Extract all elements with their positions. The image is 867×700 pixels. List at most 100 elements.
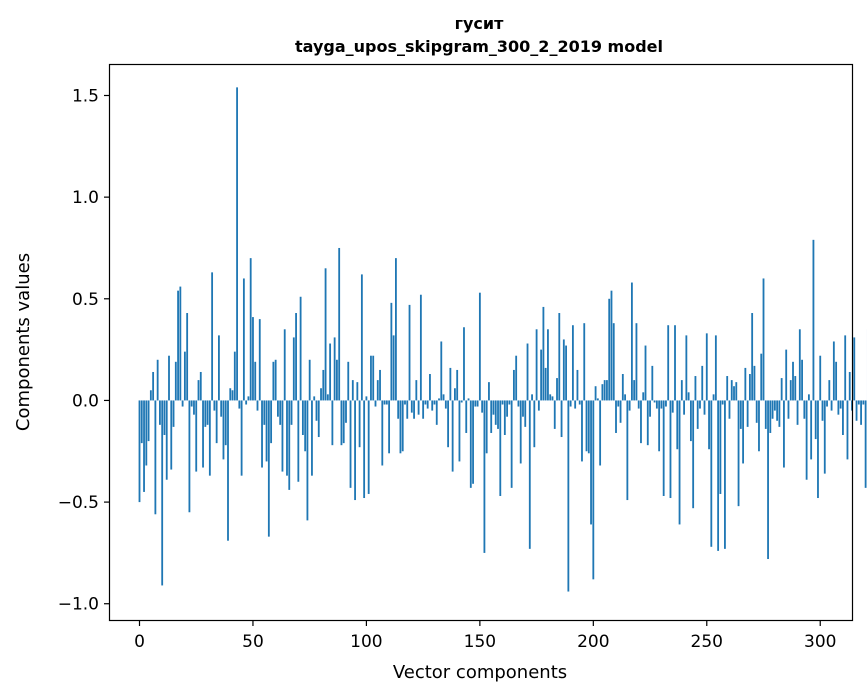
bar-component-100 xyxy=(366,396,368,400)
bar-component-137 xyxy=(449,368,451,401)
bar-component-211 xyxy=(617,400,619,406)
bar-component-148 xyxy=(474,400,476,406)
bar-component-74 xyxy=(307,400,309,520)
bar-component-1 xyxy=(141,400,143,443)
bar-component-290 xyxy=(797,400,799,424)
bar-component-62 xyxy=(279,400,281,424)
bar-component-217 xyxy=(631,283,633,401)
bar-component-175 xyxy=(536,329,538,400)
bar-component-199 xyxy=(590,400,592,524)
bar-component-283 xyxy=(781,378,783,400)
bar-component-7 xyxy=(154,400,156,514)
bar-component-117 xyxy=(404,400,406,404)
bar-component-261 xyxy=(731,380,733,400)
bar-component-129 xyxy=(431,400,433,410)
bar-component-192 xyxy=(574,400,576,408)
bar-component-109 xyxy=(386,400,388,404)
bar-component-266 xyxy=(742,400,744,463)
bar-component-170 xyxy=(524,400,526,426)
bar-component-275 xyxy=(763,278,765,400)
bar-component-36 xyxy=(220,400,222,416)
bar-component-234 xyxy=(670,400,672,498)
bar-component-128 xyxy=(429,374,431,400)
bar-component-31 xyxy=(209,400,211,475)
bar-component-171 xyxy=(527,344,529,401)
bar-series xyxy=(139,87,867,591)
bar-component-13 xyxy=(168,356,170,401)
bar-component-30 xyxy=(207,400,209,424)
bar-component-250 xyxy=(706,333,708,400)
bar-component-32 xyxy=(211,272,213,400)
x-tick-label: 0 xyxy=(134,632,145,652)
bar-component-166 xyxy=(515,356,517,401)
bar-component-103 xyxy=(372,356,374,401)
bar-component-68 xyxy=(293,337,295,400)
bar-component-99 xyxy=(363,400,365,498)
bar-component-61 xyxy=(277,400,279,416)
bar-component-12 xyxy=(166,400,168,479)
bar-component-177 xyxy=(540,350,542,401)
bar-component-133 xyxy=(440,341,442,400)
bar-component-216 xyxy=(629,400,631,410)
bar-component-263 xyxy=(735,382,737,400)
bar-component-264 xyxy=(738,400,740,506)
bar-component-56 xyxy=(266,400,268,461)
bar-component-155 xyxy=(490,400,492,433)
bar-component-242 xyxy=(688,392,690,400)
chart-title-line2: tayga_upos_skipgram_300_2_2019 model xyxy=(295,37,663,56)
bar-component-190 xyxy=(570,400,572,406)
bar-component-226 xyxy=(651,366,653,401)
bar-component-135 xyxy=(445,400,447,408)
plot-area-frame xyxy=(110,65,853,621)
x-axis-label: Vector components xyxy=(393,662,567,683)
bar-component-111 xyxy=(390,303,392,401)
bar-component-38 xyxy=(225,400,227,445)
y-tick-label: 1.0 xyxy=(72,188,99,208)
bar-component-179 xyxy=(545,368,547,401)
bar-component-257 xyxy=(722,400,724,404)
bar-component-312 xyxy=(847,400,849,459)
bar-component-252 xyxy=(710,400,712,546)
bar-component-42 xyxy=(234,352,236,401)
bar-component-160 xyxy=(502,400,504,404)
bar-component-298 xyxy=(815,400,817,439)
bar-component-287 xyxy=(790,380,792,400)
bar-component-246 xyxy=(697,400,699,428)
bar-component-237 xyxy=(676,400,678,449)
bar-component-291 xyxy=(799,329,801,400)
bar-component-182 xyxy=(552,396,554,400)
bar-component-49 xyxy=(250,258,252,400)
bar-component-228 xyxy=(656,400,658,408)
bar-component-54 xyxy=(261,400,263,467)
bar-component-88 xyxy=(338,248,340,400)
chart-title-line1: гусит xyxy=(455,14,504,33)
bar-component-167 xyxy=(518,400,520,406)
bar-component-107 xyxy=(381,400,383,465)
bar-component-210 xyxy=(615,400,617,433)
bar-component-240 xyxy=(683,400,685,414)
bar-component-130 xyxy=(434,400,436,404)
bar-component-44 xyxy=(238,400,240,408)
bar-component-253 xyxy=(713,394,715,400)
bar-component-318 xyxy=(860,400,862,424)
bar-component-248 xyxy=(701,366,703,401)
bar-component-169 xyxy=(522,400,524,416)
bar-component-10 xyxy=(161,400,163,585)
bar-component-120 xyxy=(411,400,413,412)
bar-component-241 xyxy=(685,335,687,400)
bar-component-294 xyxy=(806,400,808,479)
bar-component-57 xyxy=(268,400,270,536)
bar-component-134 xyxy=(443,394,445,400)
bar-component-202 xyxy=(597,398,599,400)
bar-component-276 xyxy=(765,400,767,428)
bar-component-286 xyxy=(788,400,790,418)
bar-component-85 xyxy=(331,400,333,445)
bar-component-18 xyxy=(179,287,181,401)
x-tick-label: 50 xyxy=(242,632,264,652)
bar-component-94 xyxy=(352,380,354,400)
bar-component-265 xyxy=(740,400,742,428)
bar-component-188 xyxy=(565,346,567,401)
bar-component-292 xyxy=(801,360,803,401)
bar-component-215 xyxy=(626,400,628,500)
bar-component-106 xyxy=(379,370,381,400)
